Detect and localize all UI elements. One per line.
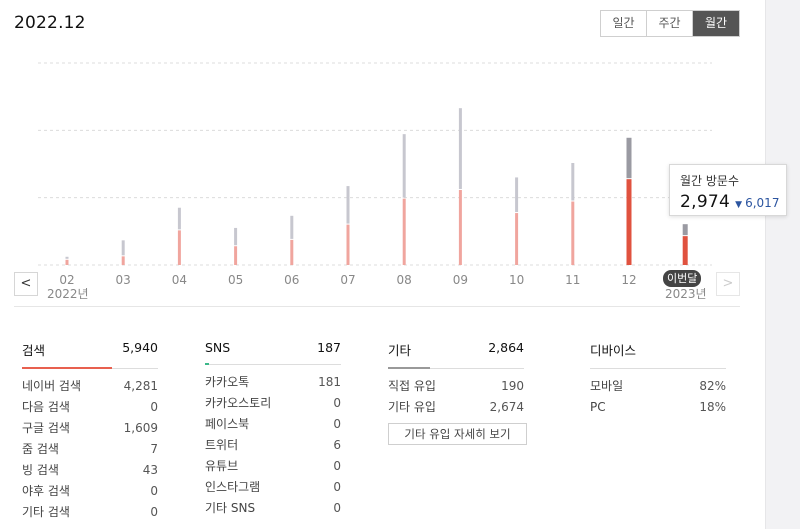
tick-label-11: 11 bbox=[565, 273, 580, 287]
tick-label-09: 09 bbox=[453, 273, 468, 287]
tooltip-previous: 6,017 bbox=[745, 196, 780, 210]
bar-search-02[interactable] bbox=[65, 259, 69, 265]
tick-label-10: 10 bbox=[509, 273, 524, 287]
panel-search-total: 5,940 bbox=[122, 340, 158, 355]
tick-label-06: 06 bbox=[284, 273, 299, 287]
panel-sns-bar bbox=[205, 363, 210, 365]
right-scroll-strip bbox=[765, 0, 800, 529]
list-item: 인스타그램 0 bbox=[205, 480, 341, 494]
panel-device: 디바이스 모바일 82% PC 18% bbox=[590, 340, 726, 418]
period-title: 2022.12 bbox=[14, 13, 86, 33]
year-label-2022: 2022년 bbox=[47, 287, 89, 301]
etc-detail-button[interactable]: 기타 유입 자세히 보기 bbox=[388, 423, 527, 445]
panel-etc-bar bbox=[388, 367, 431, 369]
bar-search-11[interactable] bbox=[571, 201, 575, 265]
tooltip-value: 2,974 bbox=[680, 192, 731, 212]
bar-other-02[interactable] bbox=[65, 256, 69, 259]
bar-search-10[interactable] bbox=[515, 213, 519, 265]
panel-sns-title: SNS bbox=[205, 340, 231, 355]
down-arrow-icon: ▼ bbox=[735, 200, 743, 210]
prev-button[interactable]: < bbox=[14, 272, 38, 296]
panel-search-bar bbox=[22, 367, 112, 369]
bar-other-12[interactable] bbox=[626, 137, 632, 179]
bar-search-03[interactable] bbox=[121, 256, 125, 265]
bar-other-10[interactable] bbox=[515, 177, 519, 213]
bar-other-08[interactable] bbox=[402, 134, 406, 198]
tick-label-05: 05 bbox=[228, 273, 243, 287]
tick-label-02: 02 bbox=[59, 273, 74, 287]
list-item: 기타 검색 0 bbox=[22, 505, 158, 519]
bar-search-12[interactable] bbox=[626, 179, 632, 265]
panel-device-header: 디바이스 bbox=[590, 340, 726, 369]
bar-other-09[interactable] bbox=[458, 108, 462, 189]
bar-other-04[interactable] bbox=[177, 207, 181, 230]
list-item: 모바일 82% bbox=[590, 379, 726, 393]
panel-sns-total: 187 bbox=[317, 340, 341, 355]
period-toggle: 일간 주간 월간 bbox=[600, 10, 740, 37]
list-item: PC 18% bbox=[590, 400, 726, 414]
panel-etc: 기타 2,864 직접 유입 190 기타 유입 2,674 기타 유입 자세히 보… bbox=[388, 340, 527, 445]
list-item: 직접 유입 190 bbox=[388, 379, 524, 393]
list-item: 다음 검색 0 bbox=[22, 400, 158, 414]
list-item: 유튜브 0 bbox=[205, 459, 341, 473]
bar-other-07[interactable] bbox=[346, 186, 350, 224]
list-item: 기타 SNS 0 bbox=[205, 501, 341, 515]
toggle-monthly[interactable]: 월간 bbox=[693, 11, 739, 36]
visits-chart: 02 03 04 05 06 07 08 09 10 11 12 bbox=[38, 62, 712, 287]
list-item: 줌 검색 7 bbox=[22, 442, 158, 456]
current-month-badge: 이번달 bbox=[663, 270, 702, 287]
tick-label-12: 12 bbox=[621, 273, 636, 287]
bar-search-07[interactable] bbox=[346, 224, 350, 265]
list-item: 네이버 검색 4,281 bbox=[22, 379, 158, 393]
tooltip-label: 월간 방문수 bbox=[680, 174, 740, 188]
bar-search-08[interactable] bbox=[402, 198, 406, 265]
list-item: 카카오스토리 0 bbox=[205, 396, 341, 410]
bar-other-03[interactable] bbox=[121, 240, 125, 256]
panel-etc-total: 2,864 bbox=[488, 340, 524, 355]
list-item: 카카오톡 181 bbox=[205, 375, 341, 389]
bar-other-01[interactable] bbox=[682, 224, 688, 236]
panel-sns: SNS 187 카카오톡 181 카카오스토리 0 페이스북 0 트위터 6 유튜브 0 … bbox=[205, 340, 341, 519]
tick-label-04: 04 bbox=[172, 273, 187, 287]
next-button[interactable]: > bbox=[716, 272, 740, 296]
panel-etc-title: 기타 bbox=[388, 343, 412, 358]
bar-search-01[interactable] bbox=[682, 236, 688, 265]
panel-search: 검색 5,940 네이버 검색 4,281 다음 검색 0 구글 검색 1,609 줌… bbox=[22, 340, 158, 523]
panel-search-title: 검색 bbox=[22, 343, 46, 358]
panel-etc-header: 기타 2,864 bbox=[388, 340, 524, 369]
bar-search-04[interactable] bbox=[177, 230, 181, 265]
tick-label-07: 07 bbox=[340, 273, 355, 287]
visits-tooltip: 월간 방문수 2,974 ▼ 6,017 bbox=[669, 164, 787, 216]
toggle-weekly[interactable]: 주간 bbox=[647, 11, 693, 36]
tick-label-08: 08 bbox=[397, 273, 412, 287]
panel-sns-header: SNS 187 bbox=[205, 340, 341, 365]
list-item: 구글 검색 1,609 bbox=[22, 421, 158, 435]
list-item: 빙 검색 43 bbox=[22, 463, 158, 477]
list-item: 트위터 6 bbox=[205, 438, 341, 452]
toggle-daily[interactable]: 일간 bbox=[601, 11, 647, 36]
year-label-2023: 2023년 bbox=[665, 287, 707, 301]
bar-other-06[interactable] bbox=[290, 215, 294, 239]
panel-search-header: 검색 5,940 bbox=[22, 340, 158, 369]
bar-other-11[interactable] bbox=[571, 163, 575, 201]
bar-search-05[interactable] bbox=[234, 246, 238, 265]
tick-label-03: 03 bbox=[116, 273, 131, 287]
panel-device-title: 디바이스 bbox=[590, 343, 637, 358]
list-item: 야후 검색 0 bbox=[22, 484, 158, 498]
list-item: 페이스북 0 bbox=[205, 417, 341, 431]
chart-divider bbox=[14, 306, 740, 307]
list-item: 기타 유입 2,674 bbox=[388, 400, 524, 414]
bar-other-05[interactable] bbox=[234, 227, 238, 246]
bar-search-06[interactable] bbox=[290, 239, 294, 265]
bar-search-09[interactable] bbox=[458, 189, 462, 265]
